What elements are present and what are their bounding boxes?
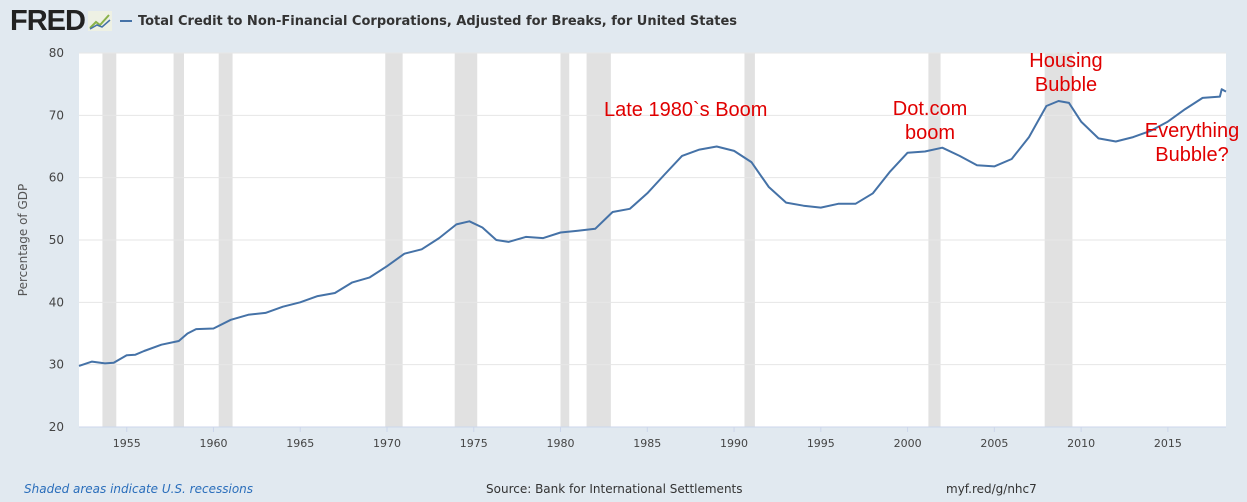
chart-header: FRED Total Credit to Non-Financial Corpo… [10, 4, 738, 37]
x-tick-label: 2005 [980, 437, 1008, 450]
annotation-housing: Housing Bubble [1029, 50, 1103, 96]
x-tick-label: 1955 [113, 437, 141, 450]
y-tick-label: 70 [49, 108, 64, 122]
x-tick-label: 1975 [460, 437, 488, 450]
x-tick-label: 1985 [633, 437, 661, 450]
y-tick-label: 50 [49, 233, 64, 247]
x-tick-label: 1970 [373, 437, 401, 450]
x-tick-label: 1965 [286, 437, 314, 450]
x-tick-label: 2015 [1154, 437, 1182, 450]
source-note: Source: Bank for International Settlemen… [486, 482, 743, 496]
series-line [78, 88, 1227, 367]
fred-logo[interactable]: FRED [10, 4, 86, 37]
y-tick-label: 40 [49, 295, 64, 309]
recession-note: Shaded areas indicate U.S. recessions [24, 482, 254, 496]
chart-line-icon [87, 11, 112, 31]
x-tick-label: 2010 [1067, 437, 1095, 450]
x-tick-label: 1960 [199, 437, 227, 450]
chart-title: Total Credit to Non-Financial Corporatio… [137, 13, 738, 29]
annotation-dotcom: Dot.com boom [892, 98, 968, 144]
x-tick-label: 2000 [894, 437, 922, 450]
annotation-late-1980s: Late 1980`s Boom [604, 99, 768, 121]
y-tick-label: 60 [49, 171, 64, 185]
x-tick-label: 1980 [547, 437, 575, 450]
y-tick-label: 80 [49, 46, 64, 60]
x-tick-label: 1990 [720, 437, 748, 450]
x-tick-label: 1995 [807, 437, 835, 450]
y-tick-label: 30 [49, 358, 64, 372]
share-link[interactable]: myf.red/g/nhc7 [946, 482, 1037, 496]
legend-swatch [119, 20, 132, 22]
y-axis-label: Percentage of GDP [16, 184, 30, 296]
annotation-everything: Everything Bubble? [1144, 120, 1240, 166]
y-tick-label: 20 [49, 420, 64, 434]
